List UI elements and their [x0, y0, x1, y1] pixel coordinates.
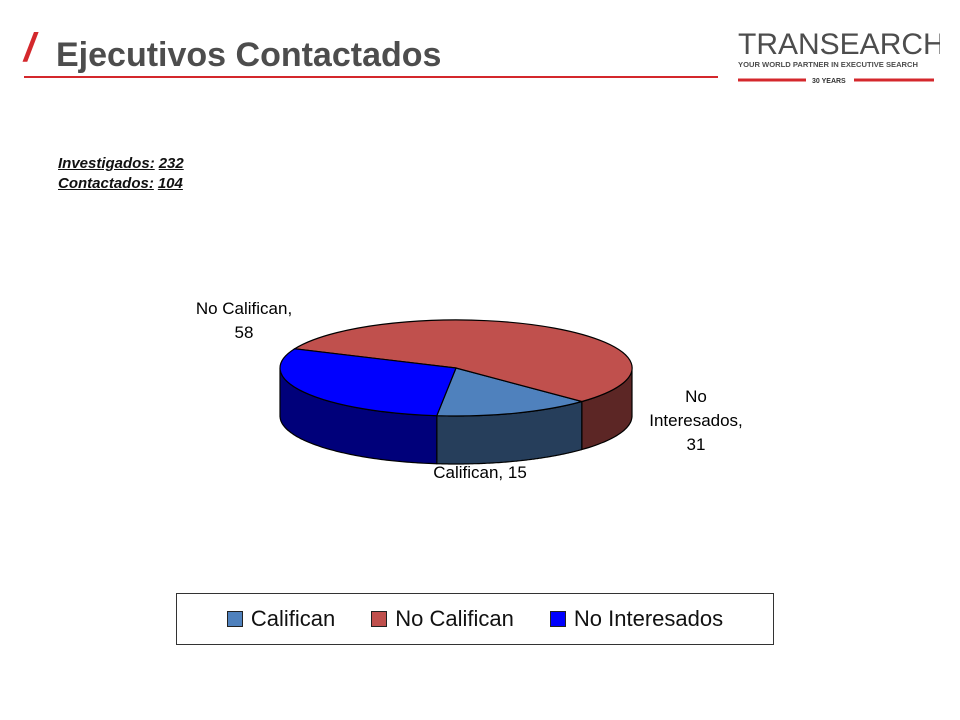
logo-tagline: YOUR WORLD PARTNER IN EXECUTIVE SEARCH	[738, 60, 918, 69]
title-underline	[24, 76, 718, 78]
investigados-label: Investigados:	[58, 155, 155, 172]
data-label-no-califican: No Califican, 58	[196, 299, 292, 342]
data-label-line: No Califican,	[196, 299, 292, 318]
logo-years: 30 YEARS	[812, 78, 846, 85]
contactados-value: 104	[157, 175, 183, 192]
pie-slice-no-califican	[292, 319, 633, 403]
title-accent-slash: /	[24, 26, 36, 70]
legend-label: No Califican	[395, 606, 514, 631]
pie-slice-califican	[435, 367, 585, 417]
data-label-line: 58	[235, 323, 254, 342]
stats-block: Investigados: 232 Contactados: 104	[58, 154, 184, 194]
legend-item-califican: Califican	[226, 606, 336, 632]
legend-item-no-interesados: No Interesados	[549, 606, 724, 632]
investigados-line: Investigados: 232	[58, 154, 184, 174]
data-label-line: 31	[687, 435, 706, 454]
pie-slice-no-interesados	[279, 348, 457, 417]
legend-label: No Interesados	[573, 606, 724, 631]
contactados-label: Contactados:	[58, 175, 154, 192]
data-label-no-interesados: No Interesados, 31	[649, 387, 743, 454]
data-label-line: No	[685, 387, 707, 406]
transearch-logo: TRANSEARCH YOUR WORLD PARTNER IN EXECUTI…	[738, 28, 940, 85]
investigados-value: 232	[158, 155, 184, 172]
logo-wordmark: TRANSEARCH	[738, 28, 940, 61]
data-label-califican: Califican, 15	[433, 463, 527, 482]
contactados-line: Contactados: 104	[58, 174, 184, 194]
page-title: Ejecutivos Contactados	[56, 36, 442, 74]
legend-label: Califican	[250, 606, 336, 631]
legend-swatch	[371, 611, 388, 627]
data-label-line: Interesados,	[649, 411, 743, 430]
legend-swatch	[226, 611, 243, 627]
legend-swatch	[549, 611, 566, 627]
legend-item-no-califican: No Califican	[371, 606, 514, 632]
data-label-line: Califican, 15	[433, 463, 527, 482]
chart-legend: Califican No Califican No Interesados	[176, 593, 774, 645]
